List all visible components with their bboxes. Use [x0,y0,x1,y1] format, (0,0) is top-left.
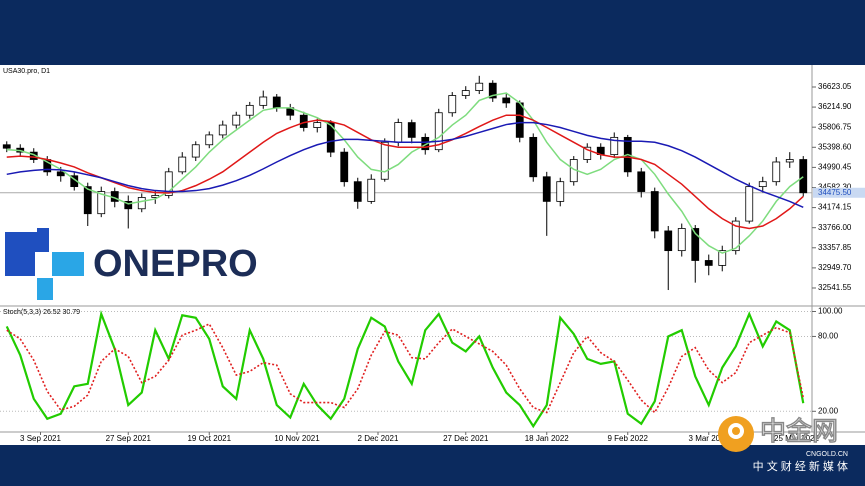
candle-body [637,171,646,192]
logo-shape [52,252,84,276]
logo-shape [37,278,53,300]
candle-body [380,141,389,180]
brand-logo: ONEPRO [5,228,258,300]
watermark-slogan: 中 文 财 经 新 媒 体 [753,459,848,473]
candle-body [502,97,511,104]
x-tick-label: 3 Sep 2021 [20,434,61,443]
candle-body [731,220,740,252]
x-tick-label: 25 Mar 2022 [774,434,819,443]
candle-body [394,122,403,143]
candle-body [542,176,551,202]
candle-body [515,102,524,138]
candle-body [529,136,538,178]
watermark-icon [732,427,740,435]
candle-body [772,161,781,183]
y-tick-label: 36623.05 [818,82,852,91]
candle-body [745,186,754,222]
watermark-site: CNGOLD.CN [806,451,848,458]
candle-body [353,181,362,202]
indicator-title: Stoch(5,3,3) 26.52 30.79 [3,309,80,316]
candle-body [259,96,268,106]
candle-body [191,144,200,158]
candle-body [164,171,173,196]
candle-body [785,159,794,163]
candle-body [137,197,146,210]
candle-body [272,96,281,109]
stoch-line [6,322,805,414]
watermark: 中金网 CNGOLD.CN 中 文 财 经 新 媒 体 [718,416,848,473]
y-tick-label: 33357.85 [818,243,852,252]
candle-body [556,181,565,202]
candle-body [650,191,659,232]
x-tick-label: 19 Oct 2021 [187,434,231,443]
y-tick-label: 80.00 [818,332,839,341]
y-tick-label: 35806.75 [818,122,852,131]
candle-body [461,90,470,96]
candle-body [677,228,686,252]
x-tick-label: 18 Jan 2022 [525,434,570,443]
candle-body [799,159,808,194]
candle-body [367,178,376,202]
candle-body [124,200,133,210]
candle-body [488,82,497,99]
candle-body [313,122,322,128]
y-tick-label: 34174.15 [818,203,852,212]
candle-body [178,156,187,173]
candle-body [97,191,106,215]
candle-body [299,114,308,128]
current-price-box [813,187,865,198]
candle-body [205,134,214,146]
candle-body [218,124,227,136]
x-tick-label: 27 Dec 2021 [443,434,489,443]
brand-name: ONEPRO [93,243,258,285]
y-tick-label: 32949.70 [818,263,852,272]
candle-body [340,151,349,183]
watermark-name: 中金网 [760,416,838,446]
candle-body [664,230,673,252]
candle-body [56,171,65,177]
x-tick-label: 9 Feb 2022 [608,434,649,443]
candle-body [758,181,767,188]
moving-average [6,92,804,254]
stoch-line [5,310,805,429]
candle-body [583,146,592,160]
candle-body [232,114,241,126]
candle-body [704,260,713,266]
y-tick-label: 20.00 [818,406,839,415]
y-tick-label: 35398.60 [818,142,852,151]
y-tick-label: 34990.45 [818,162,852,171]
x-tick-label: 27 Sep 2021 [106,434,152,443]
logo-shape [5,228,49,276]
candle-body [718,250,727,266]
moving-average [6,114,804,230]
candle-body [475,82,484,91]
y-tick-label: 34582.30 [818,183,852,192]
candle-body [407,122,416,138]
y-tick-label: 36214.90 [818,102,852,111]
plot: 36623.05 36214.90 35806.75 35398.60 34990.45… [0,75,865,443]
chart-title: USA30.pro, D1 [3,68,50,75]
moving-average [6,121,804,208]
candle-body [448,95,457,114]
y-tick-label: 100.00 [818,307,843,316]
candle-body [326,122,335,153]
x-tick-label: 3 Mar 2022 [689,434,730,443]
candle-body [691,228,700,261]
y-tick-label: 33766.00 [818,223,852,232]
candle-body [434,112,443,151]
candle-body [245,104,254,116]
current-price-label: 34475.50 [818,188,852,197]
x-tick-label: 10 Nov 2021 [274,434,320,443]
x-tick-label: 2 Dec 2021 [358,434,399,443]
candle-body [610,136,619,156]
y-tick-label: 32541.55 [818,283,852,292]
candle-body [2,144,11,149]
candle-body [83,186,92,215]
